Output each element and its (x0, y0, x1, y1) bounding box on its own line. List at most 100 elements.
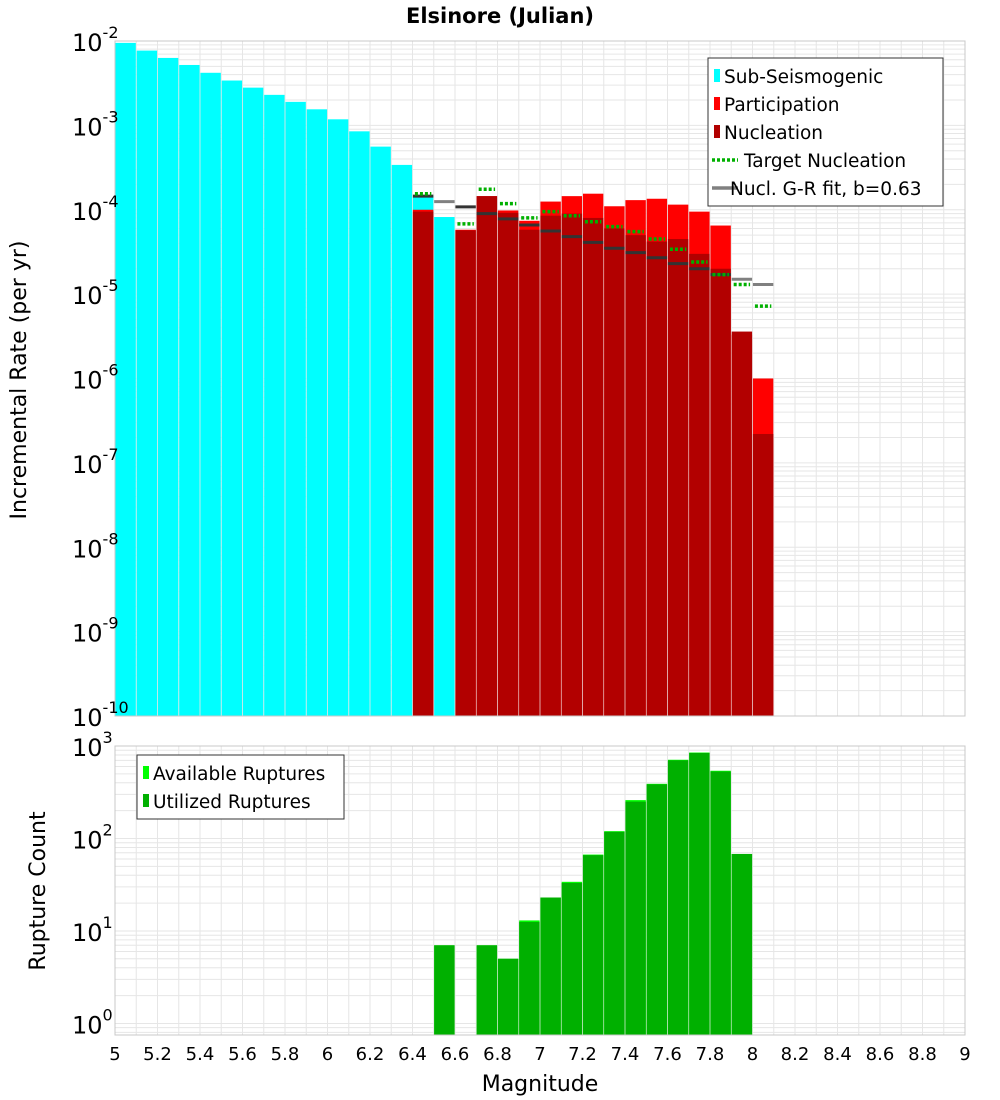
y-tick-exponent: -8 (103, 529, 119, 548)
x-tick-label: 5.4 (186, 1044, 215, 1065)
x-tick-label: 7.6 (653, 1044, 682, 1065)
y-tick-exponent: -6 (103, 361, 119, 380)
y-tick-exponent: -7 (103, 445, 119, 464)
x-tick-label: 5 (109, 1044, 120, 1065)
nucleation-bar (710, 268, 731, 716)
sub-seismogenic-bar (391, 164, 413, 716)
sub-seismogenic-bar (264, 94, 285, 716)
sub-seismogenic-bar (370, 146, 391, 716)
x-tick-label: 6.2 (356, 1044, 385, 1065)
y-tick-exponent: 0 (103, 1005, 113, 1024)
legend-swatch (714, 97, 720, 110)
sub-seismogenic-bar (221, 80, 243, 716)
x-tick-label: 8.8 (908, 1044, 937, 1065)
utilized-ruptures-bar (540, 897, 561, 1035)
utilized-ruptures-bar (646, 784, 668, 1035)
utilized-ruptures-bar (604, 831, 625, 1035)
count-plot-frame (114, 745, 966, 1036)
legend-swatch (714, 69, 720, 82)
y-tick-base: 10 (72, 919, 103, 947)
utilized-ruptures-bar (561, 883, 583, 1035)
nucleation-bar (519, 229, 540, 717)
y-tick-exponent: -2 (103, 23, 119, 42)
nucleation-bar (646, 241, 668, 717)
nucleation-bar (625, 235, 646, 716)
nucleation-bar (604, 228, 625, 716)
sub-seismogenic-bar (242, 87, 264, 716)
y-tick-label: 10-5 (72, 276, 119, 310)
x-tick-labels: 5 5.2 5.4 5.6 5.8 6 6.2 6.4 6.6 6.8 7 7.2 7.4 7.6 7.8 8… (109, 1044, 970, 1065)
x-tick-label: 7.2 (568, 1044, 597, 1065)
legend-box (707, 57, 944, 207)
y-tick-exponent: 1 (103, 913, 113, 932)
sub-seismogenic-bar (157, 57, 179, 716)
nucleation-bar (497, 212, 519, 716)
y-tick-label: 102 (72, 820, 113, 854)
x-tick-label: 6.8 (483, 1044, 512, 1065)
x-tick-label: 8.2 (781, 1044, 810, 1065)
y-tick-exponent: -9 (103, 614, 119, 633)
sub-seismogenic-bar (285, 101, 306, 716)
utilized-ruptures-bar (689, 753, 710, 1035)
y-tick-base: 10 (72, 535, 103, 563)
utilized-ruptures-bar (476, 945, 498, 1035)
utilized-ruptures-bar (625, 801, 646, 1035)
y-tick-label: 10-9 (72, 614, 119, 648)
legend-swatch (143, 794, 149, 807)
y-tick-label: 10-2 (72, 23, 119, 57)
legend-label-nucl-g-r-fit-b-0-63: Nucl. G-R fit, b=0.63 (730, 179, 922, 200)
x-tick-label: 8.6 (866, 1044, 895, 1065)
y-tick-base: 10 (72, 620, 103, 648)
nucleation-bar (689, 253, 710, 716)
y-tick-label: 10-10 (72, 698, 129, 732)
nucleation-bar (455, 230, 476, 716)
chart-title: Elsinore (Julian) (406, 4, 594, 28)
rate-plot-frame (114, 40, 966, 717)
x-tick-label: 5.8 (271, 1044, 300, 1065)
nucleation-bar (476, 196, 498, 716)
sub-seismogenic-bar (115, 42, 136, 716)
y-tick-label: 10-8 (72, 529, 119, 563)
y-tick-base: 10 (72, 704, 103, 732)
y-tick-label: 101 (72, 913, 113, 947)
y-tick-base: 10 (72, 198, 103, 226)
y-tick-exponent: 3 (103, 728, 113, 747)
x-axis-label: Magnitude (482, 1072, 599, 1097)
y-tick-base: 10 (72, 367, 103, 395)
nucleation-bar (561, 213, 583, 717)
rate-y-axis-label: Incremental Rate (per yr) (7, 241, 32, 520)
rate-bars (115, 42, 774, 717)
y-tick-label: 100 (72, 1005, 113, 1039)
y-tick-base: 10 (72, 1011, 103, 1039)
y-tick-label: 103 (72, 728, 113, 762)
nucleation-bar (667, 239, 689, 716)
x-tick-label: 7.8 (696, 1044, 725, 1065)
nucleation-bar (582, 217, 604, 716)
sub-seismogenic-bar (200, 72, 221, 717)
y-tick-base: 10 (72, 29, 103, 57)
nucleation-bar (540, 215, 561, 717)
count-bars (434, 752, 753, 1035)
y-tick-exponent: -5 (103, 276, 119, 295)
nucleation-bar (412, 211, 434, 716)
rate-legend: Sub-Seismogenic Participation Nucleation Ta… (707, 57, 944, 207)
y-tick-exponent: 2 (103, 820, 113, 839)
utilized-ruptures-bar (434, 945, 455, 1035)
x-tick-label: 8 (747, 1044, 758, 1065)
sub-seismogenic-bar (179, 64, 200, 716)
y-tick-label: 10-7 (72, 445, 119, 479)
y-tick-base: 10 (72, 282, 103, 310)
legend-label-sub-seismogenic: Sub-Seismogenic (724, 67, 883, 88)
utilized-ruptures-bar (519, 922, 540, 1035)
legend-label-participation: Participation (724, 95, 840, 116)
utilized-ruptures-bar (667, 760, 689, 1035)
x-tick-label: 5.6 (228, 1044, 257, 1065)
legend-label-available-ruptures: Available Ruptures (153, 764, 325, 785)
legend-swatch (143, 766, 149, 779)
y-tick-exponent: -4 (103, 192, 119, 211)
x-tick-label: 6.4 (398, 1044, 427, 1065)
x-tick-label: 6.6 (441, 1044, 470, 1065)
utilized-ruptures-bar (582, 855, 604, 1035)
